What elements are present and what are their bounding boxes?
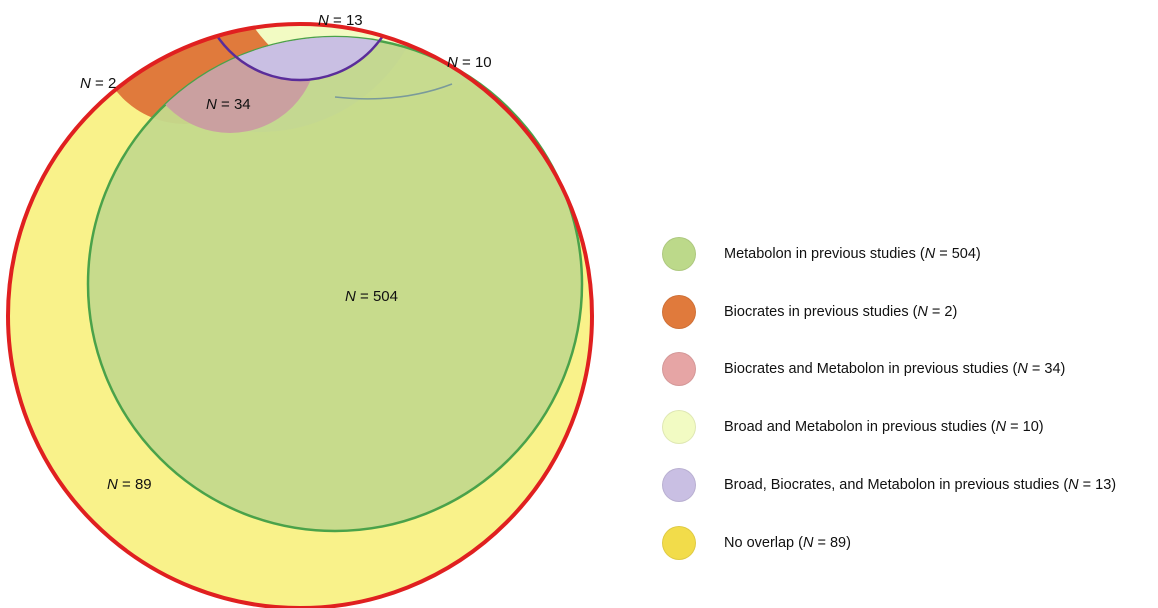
legend-item-biocrates-metabolon: Biocrates and Metabolon in previous stud… [662,341,1152,399]
legend-item-no-overlap: No overlap (N = 89) [662,514,1152,572]
legend-swatch [662,294,696,329]
legend-item-metabolon: Metabolon in previous studies (N = 504) [662,225,1152,283]
legend-swatch [662,525,696,560]
venn-diagram: N = 13 N = 10 N = 2 N = 34 N = 504 N = 8… [6,12,594,608]
region-label-broad-biocrates-metabolon: N = 13 [318,12,363,29]
region-label-biocrates-metabolon: N = 34 [206,96,251,113]
legend-label: Biocrates in previous studies (N = 2) [724,303,958,320]
outer-circle-outline [6,22,594,608]
broad-metabolon-boundary [334,83,453,100]
legend-label: Broad, Biocrates, and Metabolon in previ… [724,477,1117,494]
broad-outline [198,24,402,82]
legend: Metabolon in previous studies (N = 504) … [662,225,1152,572]
region-label-metabolon: N = 504 [345,288,398,305]
legend-label: No overlap (N = 89) [724,534,851,551]
legend-label: Biocrates and Metabolon in previous stud… [724,361,1066,378]
legend-swatch [662,468,696,503]
legend-label: Metabolon in previous studies (N = 504) [724,245,981,262]
legend-swatch [662,352,696,387]
legend-label: Broad and Metabolon in previous studies … [724,419,1044,436]
legend-item-broad-biocrates-metabolon: Broad, Biocrates, and Metabolon in previ… [662,456,1152,514]
legend-item-broad-metabolon: Broad and Metabolon in previous studies … [662,398,1152,456]
region-label-no-overlap: N = 89 [107,476,152,493]
legend-swatch [662,236,696,271]
legend-swatch [662,410,696,445]
region-label-biocrates: N = 2 [80,75,116,92]
legend-item-biocrates: Biocrates in previous studies (N = 2) [662,283,1152,341]
region-label-broad-metabolon: N = 10 [447,54,492,71]
